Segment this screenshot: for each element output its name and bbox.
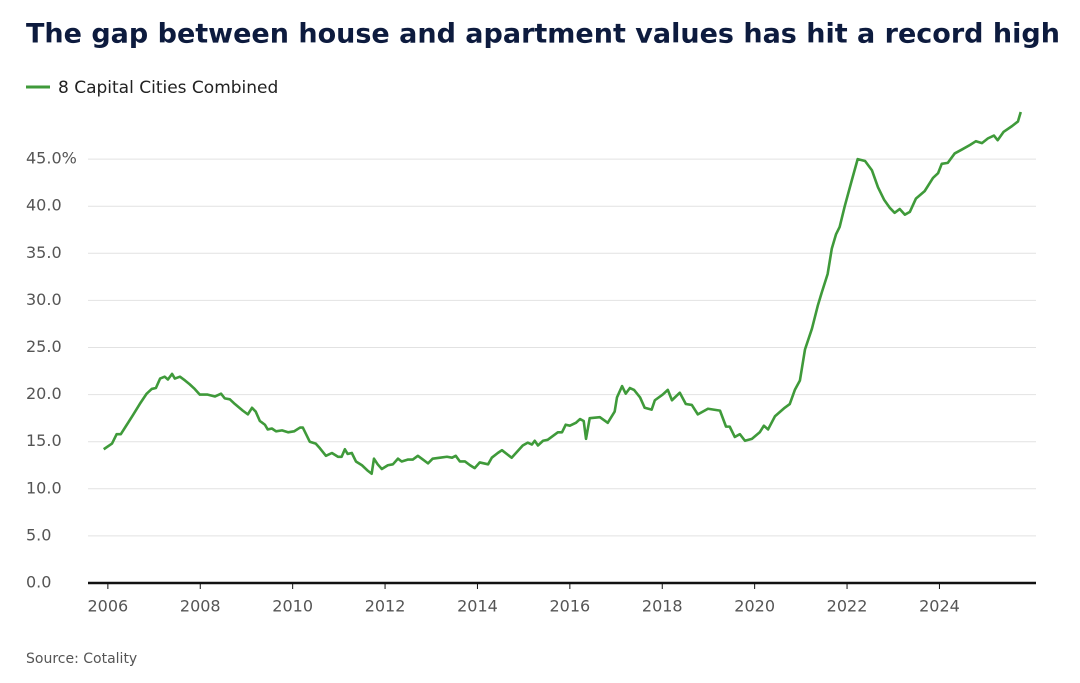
source-note: Source: Cotality — [26, 651, 137, 667]
y-tick-label: 20.0 — [26, 384, 62, 403]
x-tick-label: 2018 — [642, 597, 683, 616]
y-tick-label: 30.0 — [26, 290, 62, 309]
x-tick-label: 2022 — [827, 597, 868, 616]
chart-title: The gap between house and apartment valu… — [26, 19, 1060, 50]
y-tick-label: 15.0 — [26, 431, 62, 450]
x-tick-label: 2008 — [180, 597, 221, 616]
data-line — [102, 111, 1022, 476]
y-tick-label: 10.0 — [26, 478, 62, 497]
x-tick-label: 2014 — [457, 597, 498, 616]
y-tick-label: 0.0 — [26, 573, 51, 592]
y-tick-label: 45.0% — [26, 149, 77, 168]
x-tick-label: 2010 — [272, 597, 313, 616]
y-tick-label: 35.0 — [26, 243, 62, 262]
x-tick-label: 2016 — [549, 597, 590, 616]
y-tick-label: 5.0 — [26, 525, 51, 544]
y-tick-label: 40.0 — [26, 196, 62, 215]
legend-label: 8 Capital Cities Combined — [58, 78, 278, 98]
y-tick-label: 25.0 — [26, 337, 62, 356]
x-tick-label: 2012 — [365, 597, 406, 616]
x-tick-label: 2006 — [88, 597, 129, 616]
x-tick-label: 2020 — [734, 597, 775, 616]
x-tick-label: 2024 — [919, 597, 960, 616]
